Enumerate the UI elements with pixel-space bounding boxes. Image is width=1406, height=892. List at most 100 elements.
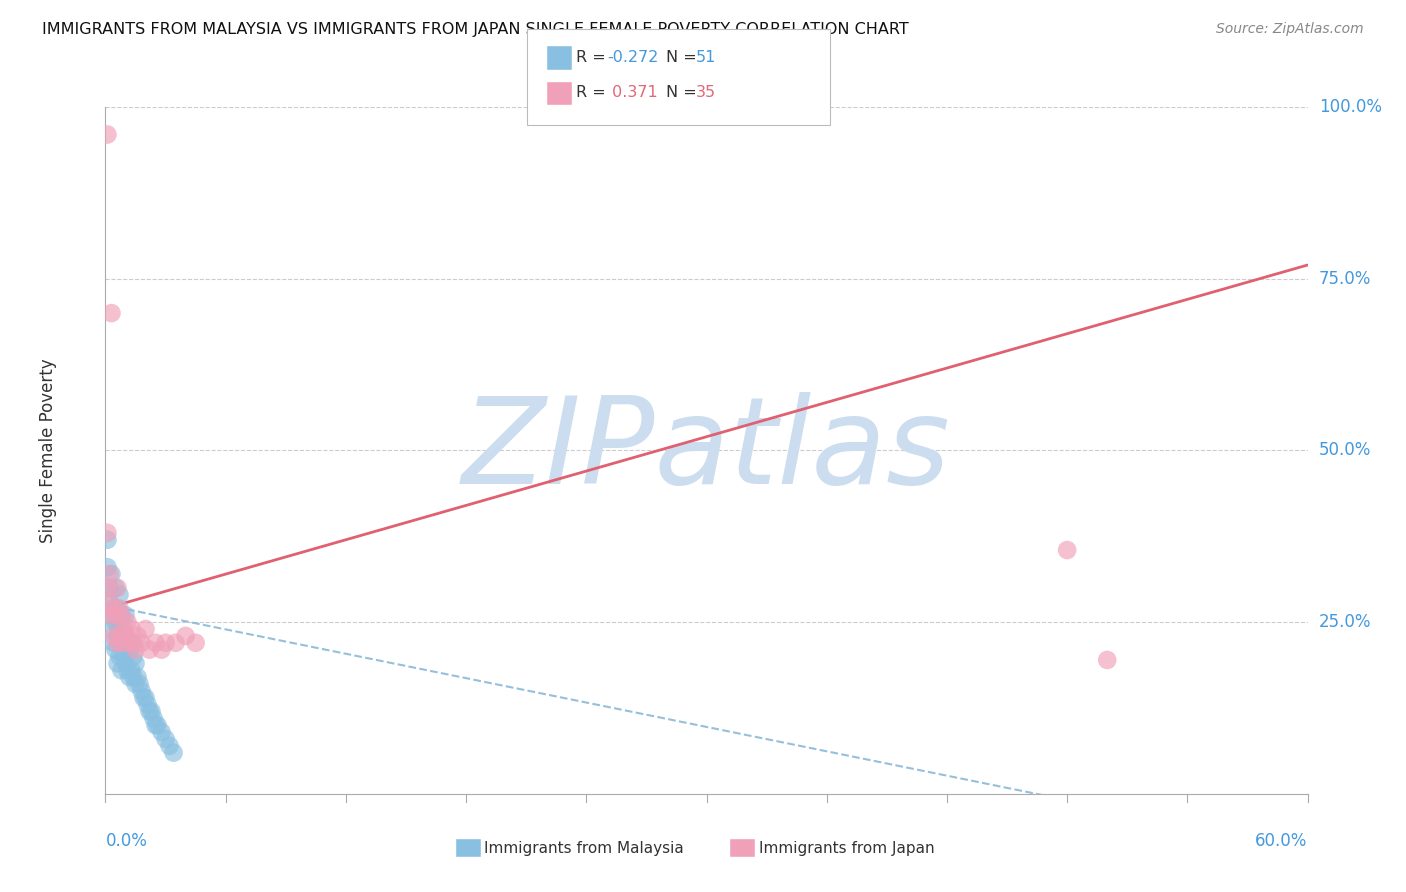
Text: Single Female Poverty: Single Female Poverty <box>39 359 56 542</box>
Point <box>112 622 135 636</box>
Point <box>121 663 143 677</box>
Point <box>98 594 121 608</box>
Point <box>117 636 139 650</box>
Text: 25.0%: 25.0% <box>1319 613 1371 632</box>
Point <box>103 601 125 615</box>
Point <box>110 608 132 623</box>
Point <box>104 608 127 623</box>
Point <box>135 622 157 636</box>
Point <box>104 581 127 595</box>
Point <box>184 636 207 650</box>
Point <box>100 567 122 582</box>
Point <box>165 636 187 650</box>
Point <box>150 725 173 739</box>
Point <box>98 581 121 595</box>
Point <box>100 622 122 636</box>
Point <box>108 601 131 615</box>
Text: N =: N = <box>666 50 703 64</box>
Point <box>108 649 131 664</box>
Point <box>136 698 159 712</box>
Text: Immigrants from Japan: Immigrants from Japan <box>759 841 935 855</box>
Point <box>138 642 160 657</box>
Point <box>108 622 131 636</box>
Point <box>103 601 125 615</box>
Point <box>122 636 145 650</box>
Point <box>145 636 167 650</box>
Text: ZIPatlas: ZIPatlas <box>463 392 950 509</box>
Point <box>114 608 136 623</box>
Point <box>104 642 127 657</box>
Point <box>96 581 118 595</box>
Point <box>117 615 139 630</box>
Point <box>121 622 143 636</box>
Point <box>96 560 118 574</box>
Text: Source: ZipAtlas.com: Source: ZipAtlas.com <box>1216 22 1364 37</box>
Point <box>108 629 131 643</box>
Point <box>114 629 136 643</box>
Point <box>1097 653 1119 667</box>
Point <box>121 636 143 650</box>
Point <box>145 718 167 732</box>
Point <box>118 642 141 657</box>
Text: 51: 51 <box>696 50 716 64</box>
Point <box>141 705 163 719</box>
Text: R =: R = <box>576 86 612 100</box>
Point <box>118 636 141 650</box>
Text: Immigrants from Malaysia: Immigrants from Malaysia <box>484 841 683 855</box>
Text: 50.0%: 50.0% <box>1319 442 1371 459</box>
Text: 0.371: 0.371 <box>607 86 658 100</box>
Point <box>131 636 153 650</box>
Point <box>124 657 146 671</box>
Point <box>107 636 129 650</box>
Point <box>112 622 135 636</box>
Point <box>135 690 157 705</box>
Point <box>96 525 118 540</box>
Text: -0.272: -0.272 <box>607 50 659 64</box>
Text: 100.0%: 100.0% <box>1319 98 1382 116</box>
Point <box>104 615 127 630</box>
Point <box>124 642 146 657</box>
Point <box>110 636 132 650</box>
Point <box>110 663 132 677</box>
Point <box>98 594 121 608</box>
Point <box>96 128 118 142</box>
Point <box>110 608 132 623</box>
Point <box>107 657 129 671</box>
Point <box>155 731 177 746</box>
Point <box>110 636 132 650</box>
Point <box>114 629 136 643</box>
Point <box>150 642 173 657</box>
Point <box>107 629 129 643</box>
Point <box>100 306 122 320</box>
Point <box>118 670 141 684</box>
Point <box>100 608 122 623</box>
Text: N =: N = <box>666 86 703 100</box>
Text: 60.0%: 60.0% <box>1256 831 1308 850</box>
Point <box>98 567 121 582</box>
Point <box>1056 543 1078 558</box>
Point <box>162 746 184 760</box>
Point <box>128 677 150 691</box>
Point <box>103 629 125 643</box>
Point <box>112 649 135 664</box>
Text: IMMIGRANTS FROM MALAYSIA VS IMMIGRANTS FROM JAPAN SINGLE FEMALE POVERTY CORRELAT: IMMIGRANTS FROM MALAYSIA VS IMMIGRANTS F… <box>42 22 908 37</box>
Point <box>107 581 129 595</box>
Point <box>132 690 155 705</box>
Point <box>122 670 145 684</box>
Point <box>114 657 136 671</box>
Point <box>122 649 145 664</box>
Text: 75.0%: 75.0% <box>1319 269 1371 288</box>
Point <box>138 705 160 719</box>
Text: 35: 35 <box>696 86 716 100</box>
Point <box>108 588 131 602</box>
Point <box>107 601 129 615</box>
Point <box>127 629 149 643</box>
Point <box>103 636 125 650</box>
Point <box>142 711 165 725</box>
Text: 0.0%: 0.0% <box>105 831 148 850</box>
Point <box>127 670 149 684</box>
Point <box>117 663 139 677</box>
Point <box>174 629 197 643</box>
Point <box>96 533 118 547</box>
Point <box>100 608 122 623</box>
